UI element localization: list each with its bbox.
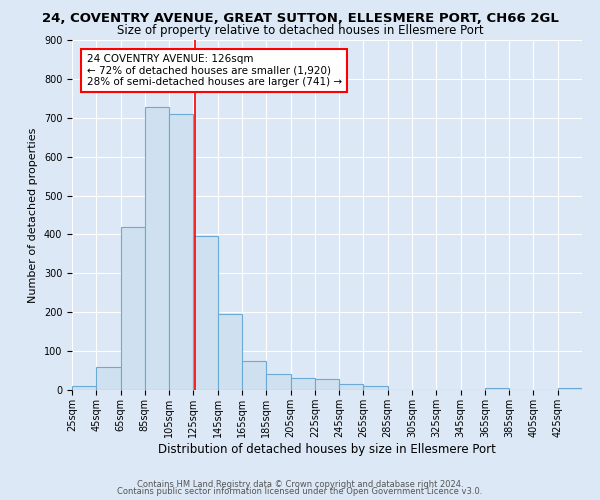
Bar [290, 378, 315, 390]
Bar [485, 388, 509, 390]
Bar [364, 386, 388, 390]
Bar [558, 388, 582, 390]
Text: Contains HM Land Registry data © Crown copyright and database right 2024.: Contains HM Land Registry data © Crown c… [137, 480, 463, 489]
Bar [193, 236, 218, 390]
Bar [145, 107, 169, 390]
Bar [96, 368, 121, 390]
Text: Size of property relative to detached houses in Ellesmere Port: Size of property relative to detached ho… [116, 24, 484, 37]
Bar [315, 379, 339, 390]
Bar [121, 226, 145, 390]
Bar [339, 384, 364, 390]
Text: Contains public sector information licensed under the Open Government Licence v3: Contains public sector information licen… [118, 487, 482, 496]
Y-axis label: Number of detached properties: Number of detached properties [28, 128, 38, 302]
Bar [242, 361, 266, 390]
Bar [169, 114, 193, 390]
X-axis label: Distribution of detached houses by size in Ellesmere Port: Distribution of detached houses by size … [158, 442, 496, 456]
Bar [72, 386, 96, 390]
Text: 24 COVENTRY AVENUE: 126sqm
← 72% of detached houses are smaller (1,920)
28% of s: 24 COVENTRY AVENUE: 126sqm ← 72% of deta… [86, 54, 341, 87]
Bar [218, 314, 242, 390]
Bar [266, 374, 290, 390]
Text: 24, COVENTRY AVENUE, GREAT SUTTON, ELLESMERE PORT, CH66 2GL: 24, COVENTRY AVENUE, GREAT SUTTON, ELLES… [41, 12, 559, 26]
